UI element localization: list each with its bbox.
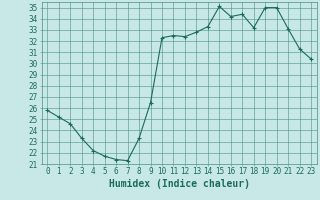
X-axis label: Humidex (Indice chaleur): Humidex (Indice chaleur): [109, 179, 250, 189]
